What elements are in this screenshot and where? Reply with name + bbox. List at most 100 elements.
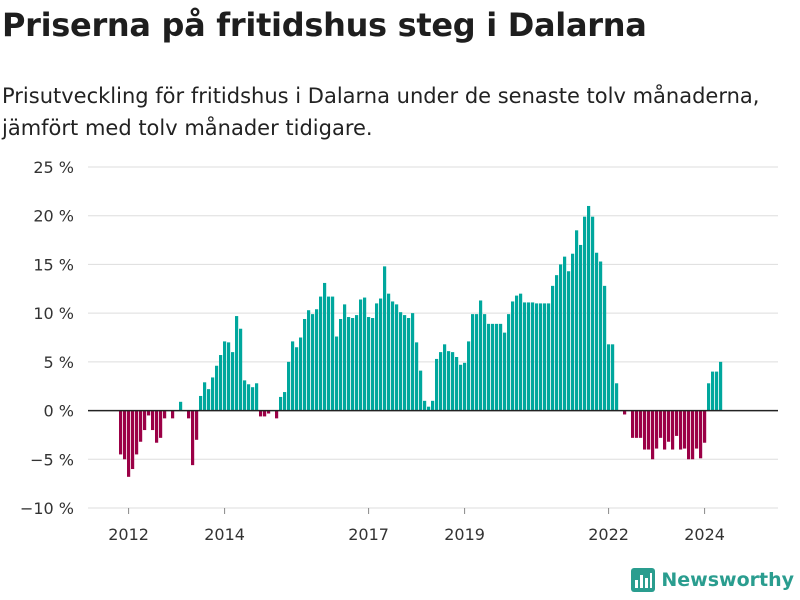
bar [335,336,339,411]
y-tick-label: −10 % [20,499,74,518]
bar [267,410,271,414]
bar [499,323,503,411]
bar [331,296,335,411]
bar [311,314,315,411]
y-tick-label: 25 % [33,158,74,177]
bar [659,410,663,438]
bar [567,271,571,411]
bar [123,410,127,460]
bar [679,410,683,450]
bar [371,318,375,411]
bar [443,344,447,411]
bar [583,216,587,411]
bar [291,341,295,411]
bar [715,371,719,411]
bar [547,303,551,411]
bar [555,275,559,411]
bar [543,303,547,411]
bar [139,410,143,442]
bar [643,410,647,450]
brand-name: Newsworthy [661,569,794,591]
bar [695,410,699,449]
bar [491,323,495,411]
bar [575,230,579,411]
bar [579,244,583,411]
bar [151,410,155,431]
bar [699,410,703,459]
bar-chart: −10 % −5 % 0 % 5 % 10 % 15 % 20 % 25 % 2012 2014… [20,0,778,544]
bar [439,352,443,411]
bar [387,293,391,411]
bar [683,410,687,449]
bar [663,410,667,450]
bar [687,410,691,460]
bar [147,410,151,416]
bar [395,304,399,411]
bar [451,352,455,411]
bar [347,317,351,411]
bar [611,344,615,411]
bar [467,341,471,411]
bar [315,309,319,411]
bar [391,301,395,411]
bar [343,304,347,411]
bar [243,380,247,411]
bar [587,205,591,411]
bar [503,332,507,411]
bar [483,314,487,411]
x-axis-tick-labels: 2012 2014 2017 2019 2022 2024 [108,508,725,544]
bar [187,410,191,419]
bar [603,285,607,411]
bar [411,313,415,411]
bar [279,396,283,411]
bar [639,410,643,438]
bar [591,216,595,411]
last-value-annotation: 5 % [729,0,759,4]
bar [447,351,451,411]
bar [675,410,679,436]
bar [671,410,675,450]
bar [535,303,539,411]
bar [287,361,291,411]
bar [615,383,619,411]
bar [215,365,219,411]
bar [247,384,251,411]
bar [455,356,459,411]
bar [511,301,515,411]
bar [707,383,711,411]
bar [419,370,423,411]
bar [431,400,435,411]
bar [179,401,183,411]
bar [647,410,651,450]
bar [719,361,723,411]
y-tick-label: 0 % [44,402,74,421]
bar [159,410,163,438]
bar [623,410,627,415]
x-tick-label: 2014 [204,525,245,544]
bar [423,400,427,411]
y-tick-label: 15 % [33,255,74,274]
y-tick-label: 5 % [44,353,74,372]
bar [471,314,475,411]
bar [199,395,203,411]
bar [207,389,211,411]
bar [223,341,227,411]
bar [191,410,195,466]
bar [691,410,695,460]
y-axis-tick-labels: −10 % −5 % 0 % 5 % 10 % 15 % 20 % 25 % [20,158,74,518]
bar [235,316,239,411]
bar [171,410,175,419]
bar [435,358,439,411]
bar [539,303,543,411]
bar [227,342,231,411]
bar [195,410,199,440]
bar [131,410,135,470]
bar [231,352,235,411]
bar [119,410,123,455]
bar [143,410,147,431]
bar [295,347,299,411]
bar [551,285,555,411]
bar [563,256,567,411]
x-tick-label: 2012 [108,525,149,544]
brand-logo[interactable]: Newsworthy [631,568,794,592]
